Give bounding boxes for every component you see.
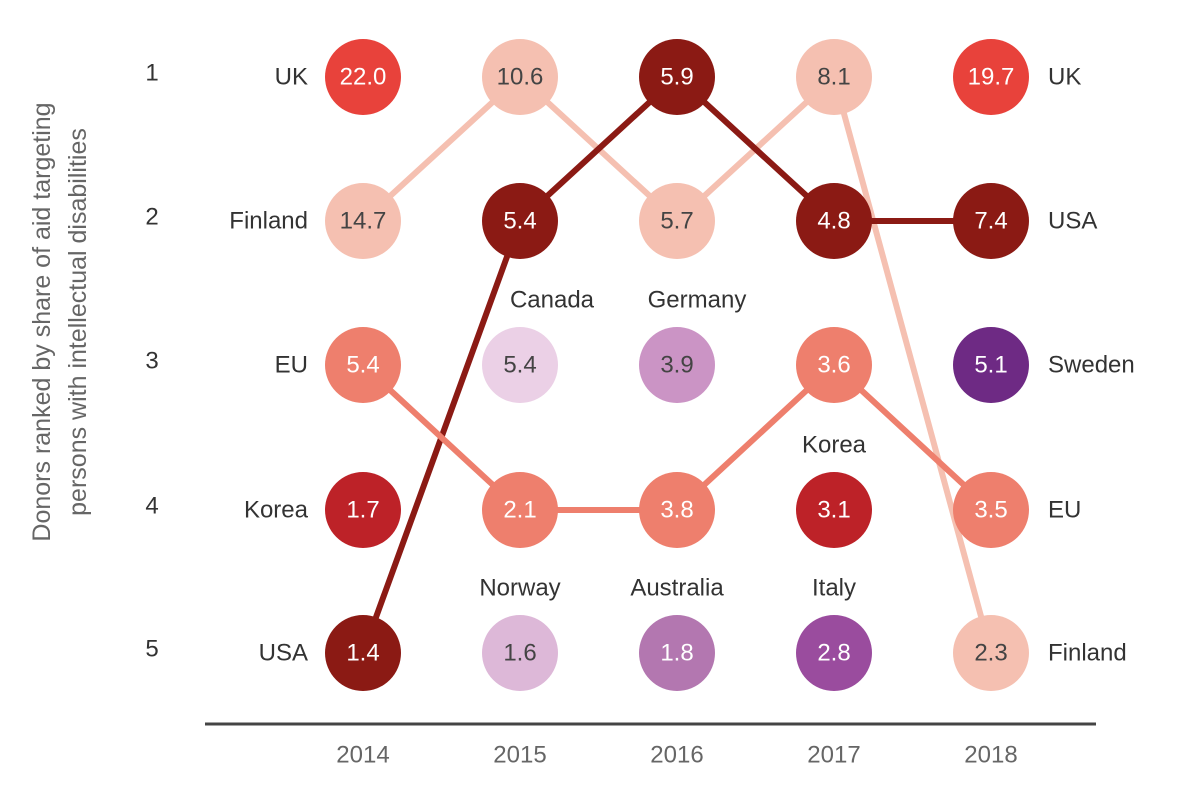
year-tick-2018: 2018 xyxy=(964,742,1017,769)
point-finland-2018 xyxy=(953,615,1029,691)
value-label-finland-2014: 14.7 xyxy=(340,208,387,235)
value-label-eu-2018: 3.5 xyxy=(974,497,1007,524)
rank-tick-1: 1 xyxy=(145,60,158,87)
year-tick-2014: 2014 xyxy=(336,742,389,769)
rank-tick-3: 3 xyxy=(145,348,158,375)
right-label-finland: Finland xyxy=(1048,640,1127,667)
value-label-usa-2017: 4.8 xyxy=(817,208,850,235)
data-points: 22.0 19.7 14.7 10.6 5.7 8.1 2.3 1.4 5.4 5.9 4.8 7.4… xyxy=(325,39,1029,691)
right-label-uk: UK xyxy=(1048,64,1081,91)
value-label-usa-2015: 5.4 xyxy=(503,208,536,235)
point-finland-2016 xyxy=(639,183,715,259)
value-label-australia-2016: 1.8 xyxy=(660,640,693,667)
value-label-usa-2016: 5.9 xyxy=(660,64,693,91)
country-labels: UK Finland EU Korea USA UK USA Sweden EU Finland xyxy=(229,64,1134,667)
point-eu-2014 xyxy=(325,327,401,403)
point-canada-2015 xyxy=(482,327,558,403)
y-axis-title: Donors ranked by share of aid targeting p… xyxy=(28,102,92,541)
point-korea-2017 xyxy=(796,472,872,548)
point-sweden-2018 xyxy=(953,327,1029,403)
year-tick-2016: 2016 xyxy=(650,742,703,769)
right-label-eu: EU xyxy=(1048,497,1081,524)
point-eu-2017 xyxy=(796,327,872,403)
point-eu-2015 xyxy=(482,472,558,548)
point-australia-2016 xyxy=(639,615,715,691)
value-label-korea-2017: 3.1 xyxy=(817,497,850,524)
value-label-korea-2014: 1.7 xyxy=(346,497,379,524)
point-finland-2017 xyxy=(796,39,872,115)
point-eu-2018 xyxy=(953,472,1029,548)
right-label-usa: USA xyxy=(1048,208,1097,235)
rank-tick-labels: 1 2 3 4 5 xyxy=(145,60,158,663)
annotation-italy: Italy xyxy=(812,575,856,602)
annotation-labels: Canada Germany Korea Norway Australia Italy xyxy=(479,287,866,602)
point-usa-2015 xyxy=(482,183,558,259)
annotation-australia: Australia xyxy=(630,575,724,602)
point-uk-2014 xyxy=(325,39,401,115)
annotation-norway: Norway xyxy=(479,575,560,602)
left-label-eu: EU xyxy=(275,352,308,379)
value-label-finland-2018: 2.3 xyxy=(974,640,1007,667)
value-label-sweden-2018: 5.1 xyxy=(974,352,1007,379)
value-label-italy-2017: 2.8 xyxy=(817,640,850,667)
value-label-norway-2015: 1.6 xyxy=(503,640,536,667)
point-germany-2016 xyxy=(639,327,715,403)
point-korea-2014 xyxy=(325,472,401,548)
left-label-korea: Korea xyxy=(244,497,309,524)
left-label-finland: Finland xyxy=(229,208,308,235)
y-axis-title-text: Donors ranked by share of aid targeting p… xyxy=(28,102,92,541)
annotation-germany: Germany xyxy=(648,287,747,314)
value-label-usa-2018: 7.4 xyxy=(974,208,1007,235)
year-tick-2015: 2015 xyxy=(493,742,546,769)
value-label-uk-2018: 19.7 xyxy=(968,64,1015,91)
point-usa-2016 xyxy=(639,39,715,115)
left-label-usa: USA xyxy=(259,640,308,667)
y-axis-title-line-2: persons with intellectual disabilities xyxy=(64,128,92,516)
point-usa-2014 xyxy=(325,615,401,691)
value-label-finland-2015: 10.6 xyxy=(497,64,544,91)
value-label-eu-2014: 5.4 xyxy=(346,352,379,379)
value-label-finland-2016: 5.7 xyxy=(660,208,693,235)
point-usa-2018 xyxy=(953,183,1029,259)
point-norway-2015 xyxy=(482,615,558,691)
point-finland-2014 xyxy=(325,183,401,259)
annotation-korea: Korea xyxy=(802,432,867,459)
left-label-uk: UK xyxy=(275,64,308,91)
right-label-sweden: Sweden xyxy=(1048,352,1135,379)
year-tick-labels: 2014 2015 2016 2017 2018 xyxy=(336,742,1017,769)
value-label-eu-2015: 2.1 xyxy=(503,497,536,524)
value-label-uk-2014: 22.0 xyxy=(340,64,387,91)
point-eu-2016 xyxy=(639,472,715,548)
value-label-germany-2016: 3.9 xyxy=(660,352,693,379)
annotation-canada: Canada xyxy=(510,287,595,314)
value-label-usa-2014: 1.4 xyxy=(346,640,379,667)
rank-tick-2: 2 xyxy=(145,204,158,231)
value-label-finland-2017: 8.1 xyxy=(817,64,850,91)
point-finland-2015 xyxy=(482,39,558,115)
point-uk-2018 xyxy=(953,39,1029,115)
value-label-eu-2016: 3.8 xyxy=(660,497,693,524)
year-tick-2017: 2017 xyxy=(807,742,860,769)
point-italy-2017 xyxy=(796,615,872,691)
value-label-canada-2015: 5.4 xyxy=(503,352,536,379)
y-axis-title-line-1: Donors ranked by share of aid targeting xyxy=(28,102,56,541)
rank-tick-5: 5 xyxy=(145,636,158,663)
rank-tick-4: 4 xyxy=(145,493,158,520)
value-label-eu-2017: 3.6 xyxy=(817,352,850,379)
point-usa-2017 xyxy=(796,183,872,259)
